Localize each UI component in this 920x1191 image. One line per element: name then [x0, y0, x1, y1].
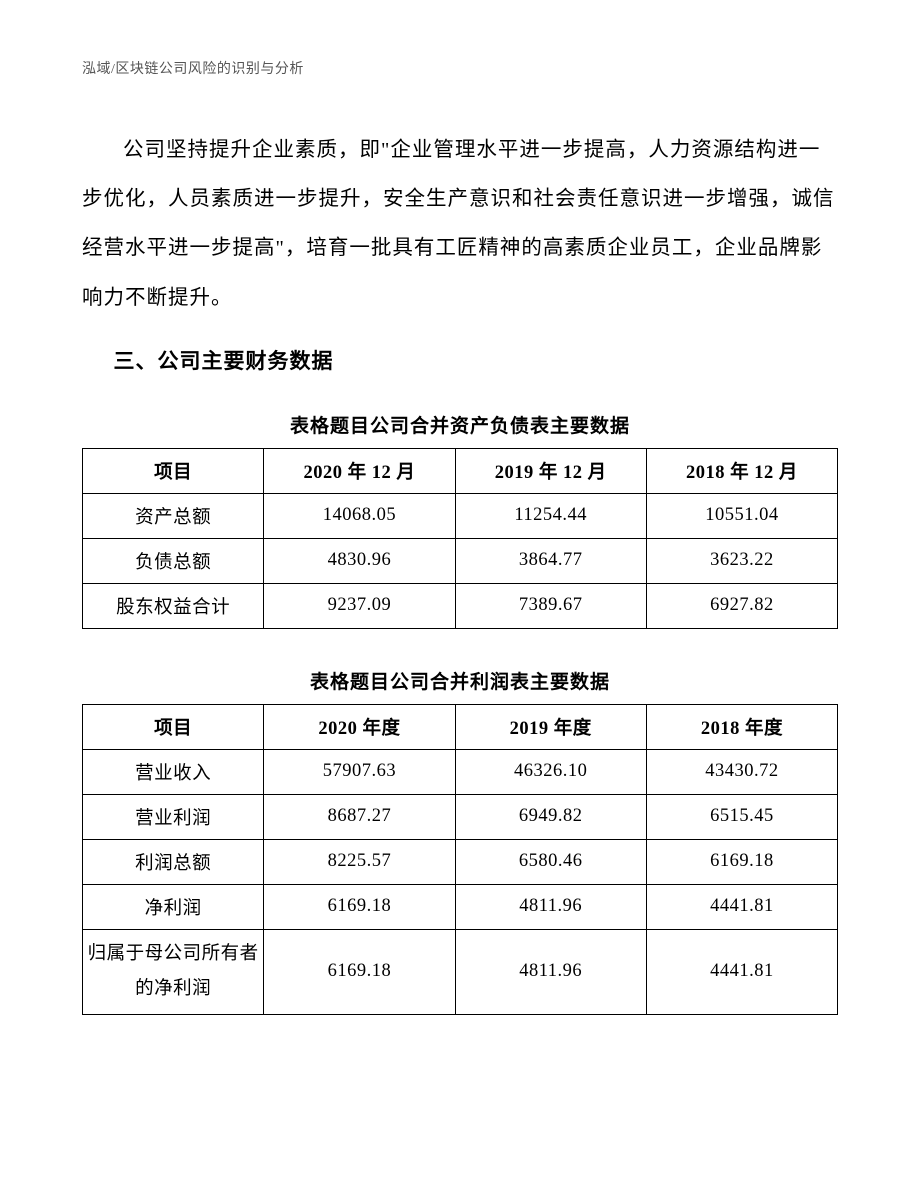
table-cell: 负债总额 — [83, 538, 264, 583]
income-statement-table: 项目 2020 年度 2019 年度 2018 年度 营业收入 57907.63… — [82, 704, 838, 1015]
table-cell: 3623.22 — [646, 538, 837, 583]
table-cell: 7389.67 — [455, 583, 646, 628]
table-row: 净利润 6169.18 4811.96 4441.81 — [83, 884, 838, 929]
table-cell: 6169.18 — [646, 839, 837, 884]
table-cell: 营业收入 — [83, 749, 264, 794]
table-header-row: 项目 2020 年 12 月 2019 年 12 月 2018 年 12 月 — [83, 448, 838, 493]
table1-caption: 表格题目公司合并资产负债表主要数据 — [82, 411, 838, 438]
table-header-cell: 2018 年 12 月 — [646, 448, 837, 493]
body-paragraph: 公司坚持提升企业素质，即"企业管理水平进一步提高，人力资源结构进一步优化，人员素… — [82, 126, 838, 323]
table-header-cell: 2018 年度 — [646, 704, 837, 749]
table-cell: 14068.05 — [264, 493, 455, 538]
table-cell: 11254.44 — [455, 493, 646, 538]
table-cell: 3864.77 — [455, 538, 646, 583]
section-title: 三、公司主要财务数据 — [82, 345, 838, 375]
table-cell: 股东权益合计 — [83, 583, 264, 628]
table-row: 营业利润 8687.27 6949.82 6515.45 — [83, 794, 838, 839]
document-header: 泓域/区块链公司风险的识别与分析 — [82, 58, 838, 78]
table-cell: 8687.27 — [264, 794, 455, 839]
table-header-cell: 项目 — [83, 704, 264, 749]
table-cell: 10551.04 — [646, 493, 837, 538]
table-cell: 4441.81 — [646, 884, 837, 929]
table-cell: 净利润 — [83, 884, 264, 929]
table-row: 资产总额 14068.05 11254.44 10551.04 — [83, 493, 838, 538]
table-header-cell: 2020 年度 — [264, 704, 455, 749]
table-row: 营业收入 57907.63 46326.10 43430.72 — [83, 749, 838, 794]
table-cell: 6515.45 — [646, 794, 837, 839]
balance-sheet-table: 项目 2020 年 12 月 2019 年 12 月 2018 年 12 月 资… — [82, 448, 838, 629]
table-header-cell: 2019 年 12 月 — [455, 448, 646, 493]
table-cell: 43430.72 — [646, 749, 837, 794]
table-cell: 资产总额 — [83, 493, 264, 538]
table-cell: 归属于母公司所有者的净利润 — [83, 929, 264, 1014]
table-cell: 6949.82 — [455, 794, 646, 839]
table-cell: 利润总额 — [83, 839, 264, 884]
table-cell: 46326.10 — [455, 749, 646, 794]
table-cell: 4811.96 — [455, 929, 646, 1014]
table-row: 股东权益合计 9237.09 7389.67 6927.82 — [83, 583, 838, 628]
table-cell: 57907.63 — [264, 749, 455, 794]
table-row: 归属于母公司所有者的净利润 6169.18 4811.96 4441.81 — [83, 929, 838, 1014]
table-cell: 6580.46 — [455, 839, 646, 884]
table-header-cell: 项目 — [83, 448, 264, 493]
table-cell: 4830.96 — [264, 538, 455, 583]
table-cell: 4811.96 — [455, 884, 646, 929]
table-cell: 4441.81 — [646, 929, 837, 1014]
table-header-cell: 2019 年度 — [455, 704, 646, 749]
table-cell: 6169.18 — [264, 884, 455, 929]
table-cell: 6927.82 — [646, 583, 837, 628]
table-cell: 8225.57 — [264, 839, 455, 884]
table-cell: 营业利润 — [83, 794, 264, 839]
table2-caption: 表格题目公司合并利润表主要数据 — [82, 667, 838, 694]
table-cell: 9237.09 — [264, 583, 455, 628]
table-header-cell: 2020 年 12 月 — [264, 448, 455, 493]
table-row: 利润总额 8225.57 6580.46 6169.18 — [83, 839, 838, 884]
table-row: 负债总额 4830.96 3864.77 3623.22 — [83, 538, 838, 583]
table-header-row: 项目 2020 年度 2019 年度 2018 年度 — [83, 704, 838, 749]
table-cell: 6169.18 — [264, 929, 455, 1014]
